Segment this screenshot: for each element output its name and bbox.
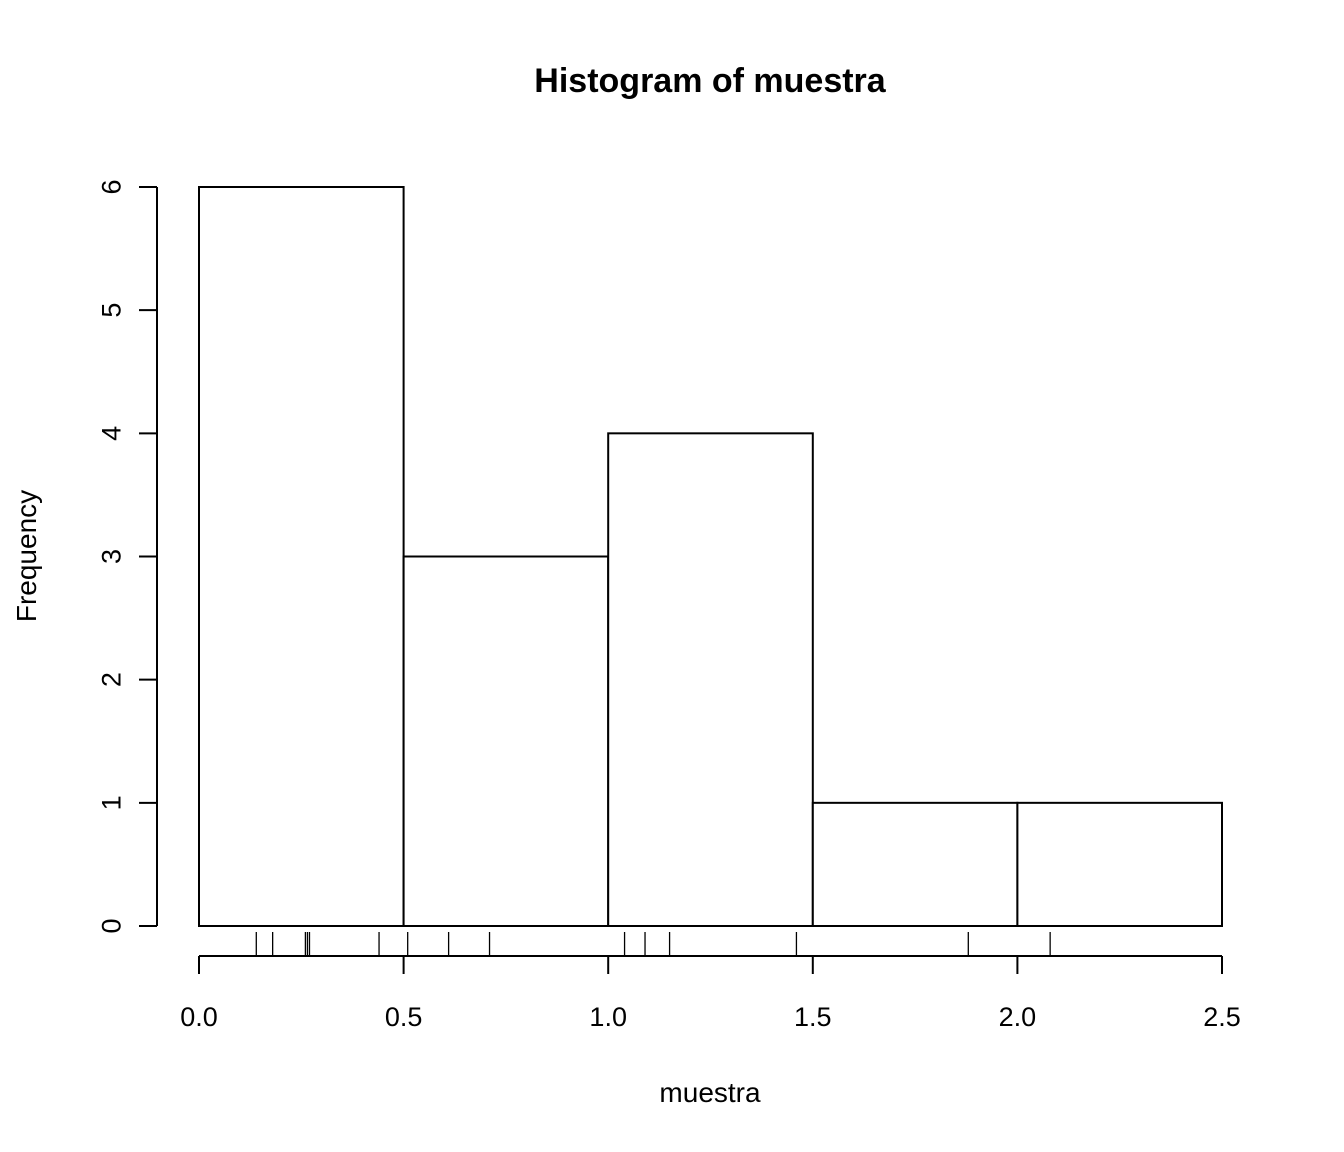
- y-tick-label: 5: [96, 303, 126, 318]
- y-axis-label: Frequency: [11, 490, 42, 622]
- y-tick-label: 3: [96, 549, 126, 564]
- histogram-bar-2: [402, 555, 610, 927]
- y-axis: 0 1 2 3 4 5 6: [96, 179, 158, 934]
- x-tick-label: 2.0: [999, 1002, 1037, 1032]
- y-tick-label: 0: [96, 918, 126, 933]
- histogram-bar-5: [1016, 801, 1224, 927]
- x-tick-label: 0.5: [385, 1002, 423, 1032]
- y-tick-label: 1: [96, 795, 126, 810]
- x-tick-label: 1.0: [589, 1002, 627, 1032]
- rug-group: [255, 932, 1051, 956]
- histogram-bar-3: [607, 432, 814, 927]
- bars-group: [198, 186, 1224, 927]
- histogram-bar-1: [198, 186, 405, 927]
- y-tick-label: 2: [96, 672, 126, 687]
- y-tick-label: 6: [96, 179, 126, 194]
- histogram-bar-4: [811, 801, 1019, 927]
- x-tick-label: 2.5: [1203, 1002, 1241, 1032]
- y-tick-label: 4: [96, 426, 126, 441]
- x-axis: 0.0 0.5 1.0 1.5 2.0 2.5: [180, 955, 1241, 1032]
- chart-title: Histogram of muestra: [534, 62, 886, 100]
- x-tick-label: 0.0: [180, 1002, 218, 1032]
- x-axis-label: muestra: [659, 1077, 761, 1108]
- x-tick-label: 1.5: [794, 1002, 832, 1032]
